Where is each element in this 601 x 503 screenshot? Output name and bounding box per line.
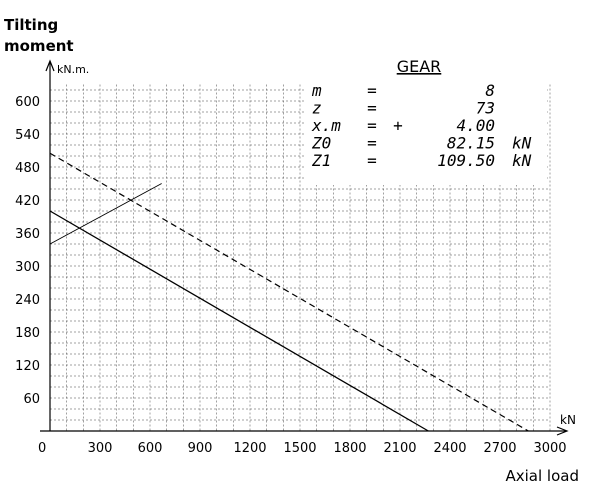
grid (50, 84, 551, 431)
annotation-equals: = (367, 134, 377, 153)
x-tick-label: 600 (138, 441, 163, 456)
annotation-value: 82.15 (447, 134, 495, 153)
annotation-sign: + (393, 116, 403, 135)
x-tick-label: 2700 (483, 441, 516, 456)
annotation-name: x.m (311, 116, 341, 135)
annotation-value: 4.00 (456, 116, 495, 135)
y-tick-label: 540 (15, 128, 40, 143)
tick-labels: 0 300 600 900 1200 1500 1800 2100 2400 2700 3000 60… (15, 95, 566, 456)
y-tick-label: 300 (15, 260, 40, 275)
x-tick-label: 2100 (383, 441, 416, 456)
annotation-equals: = (367, 99, 377, 118)
y-tick-label: 360 (15, 227, 40, 242)
x-axis-unit: kN (560, 413, 576, 427)
series-line-dashed (49, 152, 529, 432)
annotation-equals: = (367, 116, 377, 135)
y-tick-label: 120 (15, 359, 40, 374)
annotation-unit: kN (512, 151, 532, 170)
series-lines (49, 152, 529, 432)
x-tick-label: 3000 (533, 441, 566, 456)
y-tick-label: 60 (23, 392, 40, 407)
y-tick-label: 480 (15, 161, 40, 176)
annotation-unit: kN (512, 134, 532, 153)
y-axis-arrow (45, 59, 55, 72)
x-tick-label: 1500 (283, 441, 316, 456)
y-axis-unit: kN.m. (57, 63, 89, 76)
axes (40, 59, 569, 436)
y-tick-label: 240 (15, 293, 40, 308)
x-tick-label: 900 (188, 441, 213, 456)
y-axis-label-line-1: Tilting (4, 16, 59, 34)
annotation-name: Z1 (311, 151, 331, 170)
x-axis-arrow (556, 426, 569, 436)
annotation-value: 73 (476, 99, 495, 118)
annotation-name: z (312, 99, 322, 118)
x-tick-label: 1200 (233, 441, 266, 456)
y-axis-label-line-2: moment (4, 37, 74, 55)
x-tick-label: 0 (38, 441, 46, 456)
series-line-solid (49, 210, 429, 432)
series-line-thin (49, 183, 162, 245)
annotation-name: Z0 (311, 134, 331, 153)
x-tick-label: 2400 (433, 441, 466, 456)
y-tick-label: 600 (15, 95, 40, 110)
y-axis-label: Tilting moment (4, 15, 74, 57)
gear-annotation: GEAR m = 8 z = 73 x.m = +4.00 Z0 = 82.15 kN Z1 = 109.50… (305, 57, 547, 185)
annotation-value: 109.50 (437, 151, 495, 170)
annotation-title: GEAR (397, 57, 442, 76)
annotation-equals: = (367, 151, 377, 170)
annotation-name: m (311, 81, 322, 100)
x-tick-label: 1800 (333, 441, 366, 456)
x-axis-label: Axial load (505, 467, 580, 485)
x-tick-label: 300 (88, 441, 113, 456)
y-tick-label: 420 (15, 194, 40, 209)
y-tick-label: 180 (15, 326, 40, 341)
annotation-equals: = (367, 81, 377, 100)
annotation-value: 8 (485, 81, 495, 100)
